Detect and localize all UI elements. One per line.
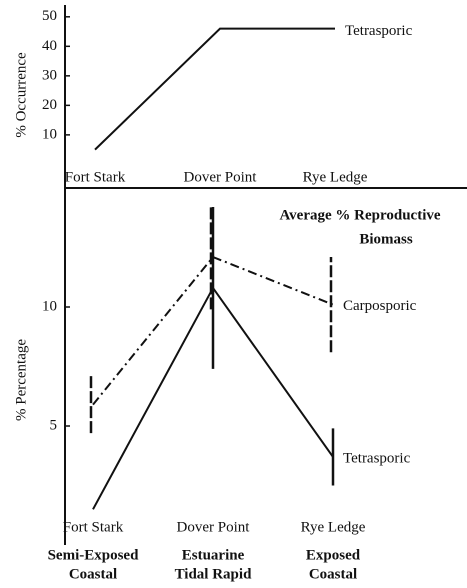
y-tick-label: 40 (42, 38, 57, 54)
x-tick-label: Rye Ledge (301, 519, 366, 535)
x-tick-label: Rye Ledge (303, 169, 368, 185)
series-label: Carposporic (343, 298, 417, 314)
habitat-label: Coastal (309, 566, 357, 582)
y-axis-title: % Occurrence (13, 52, 29, 138)
y-tick-label: 5 (50, 417, 58, 433)
series-line (94, 27, 335, 151)
x-tick-label: Fort Stark (65, 169, 126, 185)
annotation: Biomass (359, 231, 413, 247)
y-tick-label: 20 (42, 97, 57, 113)
y-tick-label: 10 (42, 126, 57, 142)
y-tick-label: 50 (42, 8, 57, 24)
y-tick-label: 10 (42, 298, 57, 314)
y-axis-title: % Percentage (13, 339, 29, 421)
series-label: Tetrasporic (345, 23, 413, 39)
habitat-label: Semi-Exposed (48, 547, 140, 563)
habitat-label: Tidal Rapid (175, 566, 253, 582)
habitat-label: Estuarine (182, 547, 245, 563)
habitat-label: Exposed (306, 547, 361, 563)
habitat-label: Coastal (69, 566, 117, 582)
x-tick-label: Dover Point (177, 519, 251, 535)
x-tick-label: Fort Stark (63, 519, 124, 535)
series-label: Tetrasporic (343, 450, 411, 466)
annotation: Average % Reproductive (279, 207, 440, 223)
y-tick-label: 30 (42, 67, 57, 83)
x-tick-label: Dover Point (184, 169, 258, 185)
